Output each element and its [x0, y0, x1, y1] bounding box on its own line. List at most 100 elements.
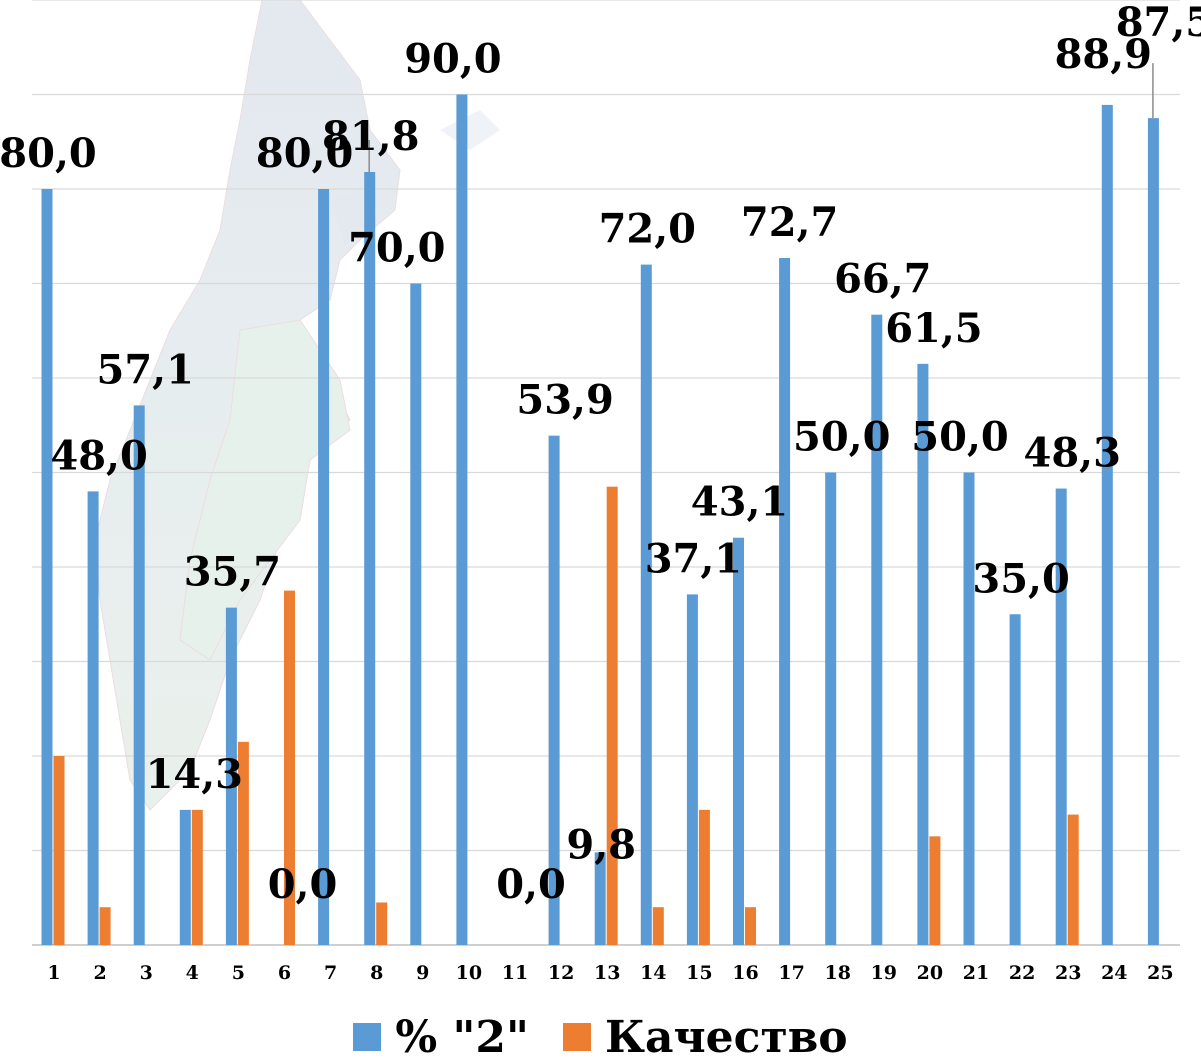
data-label-3: 57,1 [96, 346, 193, 393]
bar-quality-23 [1067, 814, 1079, 945]
bar-percent-2-19 [871, 314, 883, 945]
x-axis-tick-labels: 1 2 3 4 5 6 7 8 9 10 11 12 13 14 15 16 17 18 19 20 21 22 23 24 2… [47, 962, 1173, 984]
bar-percent-2-12 [548, 435, 560, 945]
bar-percent-2-4 [179, 809, 191, 945]
data-label-20: 61,5 [885, 305, 982, 352]
data-label-21: 50,0 [911, 414, 1008, 461]
x-tick-18: 18 [824, 962, 850, 984]
x-tick-12: 12 [548, 962, 574, 984]
bar-percent-2-20 [917, 363, 929, 945]
x-tick-8: 8 [370, 962, 383, 984]
x-tick-4: 4 [186, 962, 199, 984]
x-tick-11: 11 [502, 962, 528, 984]
x-tick-21: 21 [963, 962, 989, 984]
bar-percent-2-8 [364, 171, 376, 946]
bar-percent-2-18 [825, 472, 837, 945]
gridlines [32, 0, 1180, 946]
bar-percent-2-25 [1147, 118, 1159, 945]
data-label-1: 80,0 [0, 130, 97, 177]
chart-legend: % "2" Качество [0, 1011, 1201, 1063]
legend-swatch-orange [562, 1023, 591, 1051]
bar-quality-13 [606, 486, 618, 945]
x-tick-7: 7 [324, 962, 337, 984]
bar-quality-2 [99, 907, 111, 945]
bar-quality-6 [284, 590, 295, 945]
label-leader-lines [368, 63, 1154, 172]
data-label-9: 70,0 [348, 225, 445, 272]
bar-quality-1 [53, 756, 65, 945]
data-label-12: 53,9 [516, 377, 613, 424]
data-label-15: 37,1 [645, 535, 742, 582]
bar-percent-2-5 [225, 607, 237, 945]
bar-percent-2-22 [1009, 614, 1021, 945]
data-label-16: 43,1 [691, 479, 788, 526]
bar-percent-2-3 [133, 405, 145, 945]
data-label-6: 0,0 [268, 861, 338, 908]
data-label-24: 88,9 [1055, 31, 1152, 78]
x-tick-14: 14 [640, 962, 666, 984]
data-label-5: 35,7 [184, 549, 281, 596]
bar-quality-14 [652, 907, 664, 945]
x-tick-19: 19 [871, 962, 897, 984]
data-label-2: 48,0 [50, 432, 147, 479]
bar-percent-2-2 [87, 491, 99, 945]
bar-percent-2-23 [1055, 488, 1067, 945]
bar-quality-15 [698, 809, 710, 945]
bar-percent-2-7 [318, 189, 330, 945]
bar-percent-2-15 [686, 594, 698, 945]
x-tick-10: 10 [456, 962, 482, 984]
legend-label-percent-2: % "2" [395, 1011, 529, 1063]
x-tick-25: 25 [1147, 962, 1173, 984]
data-label-11: 0,0 [496, 861, 566, 908]
legend-label-quality: Качество [604, 1011, 848, 1063]
bar-percent-2-16 [733, 537, 744, 945]
bar-percent-2-24 [1101, 104, 1113, 945]
x-tick-3: 3 [140, 962, 153, 984]
x-tick-9: 9 [416, 962, 429, 984]
bar-quality-20 [929, 836, 941, 945]
data-label-18: 50,0 [793, 414, 890, 461]
bar-percent-2-1 [41, 189, 53, 945]
x-tick-16: 16 [732, 962, 758, 984]
data-label-14: 72,0 [599, 206, 696, 253]
bar-percent-2-9 [410, 283, 422, 945]
x-tick-23: 23 [1055, 962, 1081, 984]
bar-quality-4 [191, 809, 203, 945]
bar-percent-2-10 [456, 94, 468, 945]
bar-percent-2-21 [963, 472, 975, 945]
x-tick-13: 13 [594, 962, 620, 984]
data-label-25: 87,5 [1116, 0, 1201, 46]
background-map-image [94, 0, 500, 811]
x-tick-24: 24 [1101, 962, 1127, 984]
legend-item-percent-2: % "2" [353, 1012, 529, 1063]
data-label-23: 48,3 [1023, 430, 1120, 477]
bar-percent-2-17 [779, 257, 791, 945]
bar-quality-5 [237, 741, 249, 945]
data-label-13: 9,8 [566, 821, 636, 868]
legend-swatch-blue [353, 1023, 382, 1051]
x-tick-2: 2 [93, 962, 106, 984]
bar-quality-8 [376, 902, 388, 945]
x-tick-20: 20 [917, 962, 943, 984]
data-label-22: 35,0 [972, 555, 1069, 602]
data-label-8: 81,8 [322, 113, 419, 160]
data-label-10: 90,0 [404, 36, 501, 83]
x-tick-22: 22 [1009, 962, 1035, 984]
x-tick-6: 6 [278, 962, 291, 984]
series-quality-bars [53, 486, 1079, 945]
bar-percent-2-13 [594, 852, 606, 945]
data-label-7: 80,0 [256, 130, 353, 177]
x-tick-17: 17 [778, 962, 804, 984]
series-percent-2-bars [41, 94, 1159, 946]
x-tick-15: 15 [686, 962, 712, 984]
bar-chart: 80,048,057,114,335,70,080,081,870,090,00… [0, 0, 1201, 984]
data-label-4: 14,3 [146, 751, 243, 798]
bar-quality-16 [745, 907, 756, 945]
x-tick-5: 5 [232, 962, 245, 984]
data-label-17: 72,7 [741, 199, 838, 246]
legend-item-quality: Качество [562, 1011, 848, 1063]
bar-percent-2-14 [640, 264, 652, 946]
x-tick-1: 1 [47, 962, 60, 984]
data-labels: 80,048,057,114,335,70,080,081,870,090,00… [0, 0, 1201, 908]
